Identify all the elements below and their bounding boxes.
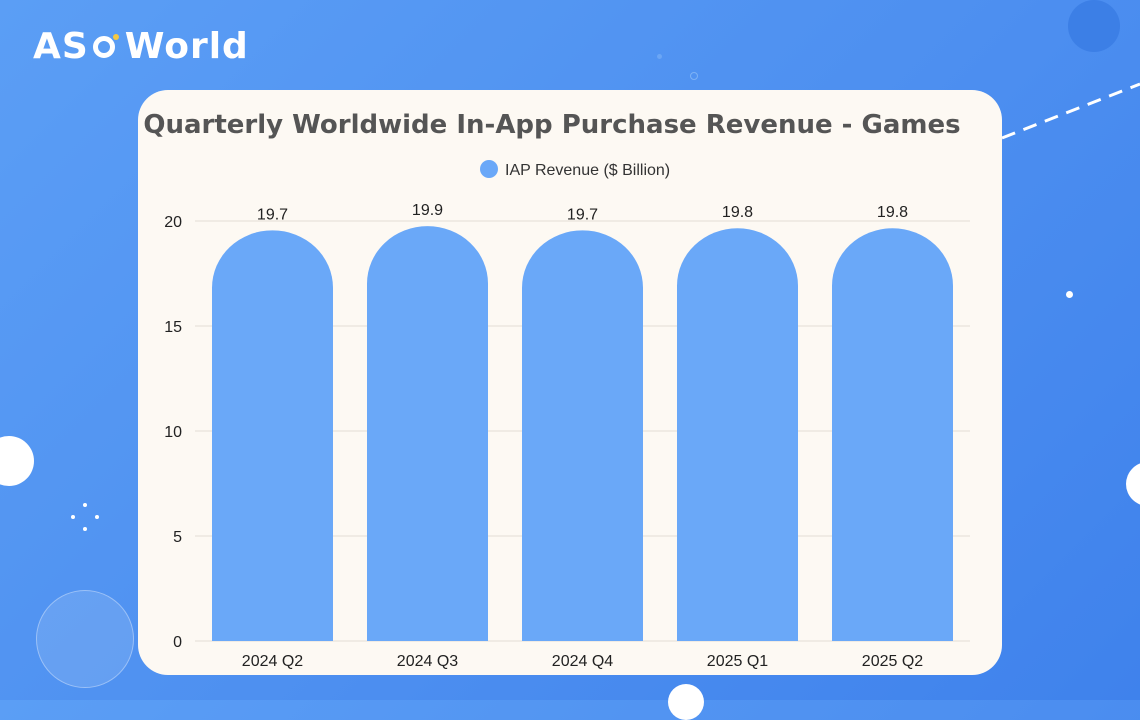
logo-text-left: AS	[33, 26, 89, 67]
y-tick-label: 0	[173, 634, 182, 651]
chart-legend: IAP Revenue ($ Billion)	[480, 160, 670, 179]
decorative-circle	[1068, 0, 1120, 52]
y-tick-label: 5	[173, 529, 182, 546]
sparkle-icon	[71, 503, 99, 531]
decorative-circle	[668, 684, 704, 720]
decorative-circle	[0, 436, 34, 486]
x-tick-label: 2025 Q2	[862, 653, 923, 670]
logo-text-right: World	[124, 26, 249, 67]
y-tick-label: 15	[164, 319, 182, 336]
decorative-ring	[690, 72, 698, 80]
bar	[212, 230, 333, 641]
y-tick-label: 10	[164, 424, 182, 441]
bar	[832, 228, 953, 641]
x-tick-label: 2024 Q3	[397, 653, 458, 670]
bar	[522, 230, 643, 641]
aso-world-logo: AS World	[33, 26, 249, 67]
y-tick-label: 20	[164, 214, 182, 231]
decorative-dashed-line	[1001, 82, 1140, 140]
logo-o-icon	[92, 33, 119, 58]
bar	[367, 226, 488, 642]
bar	[677, 228, 798, 641]
decorative-dot	[1066, 291, 1073, 298]
data-label: 19.9	[412, 202, 443, 219]
data-label: 19.8	[722, 204, 753, 221]
x-tick-label: 2024 Q2	[242, 653, 303, 670]
legend-label: IAP Revenue ($ Billion)	[505, 162, 670, 179]
data-label: 19.7	[567, 206, 598, 223]
chart-title: Quarterly Worldwide In-App Purchase Reve…	[143, 110, 960, 140]
chart-card: Quarterly Worldwide In-App Purchase Reve…	[138, 90, 1002, 675]
decorative-bubble	[36, 590, 134, 688]
decorative-dot	[657, 54, 662, 59]
decorative-circle	[1126, 462, 1140, 506]
legend-marker	[480, 160, 498, 178]
x-tick-label: 2025 Q1	[707, 653, 768, 670]
data-label: 19.7	[257, 206, 288, 223]
data-label: 19.8	[877, 204, 908, 221]
bar-chart: Quarterly Worldwide In-App Purchase Reve…	[143, 110, 970, 670]
x-tick-label: 2024 Q4	[552, 653, 613, 670]
